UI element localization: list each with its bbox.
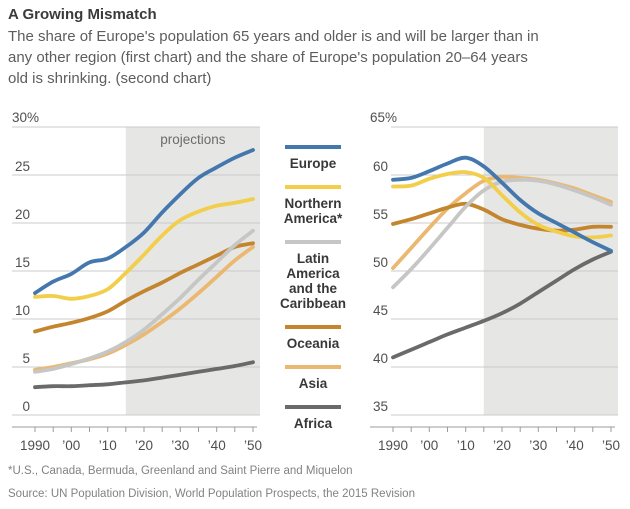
- x-tick-label: ’20: [493, 438, 511, 453]
- series-line-europe: [391, 155, 613, 253]
- series-line-africa: [391, 249, 613, 360]
- series-line-northern-america: [33, 197, 255, 301]
- legend-item-europe: Europe: [270, 145, 356, 171]
- y-tick-label: 25: [15, 159, 30, 174]
- legend-swatch-northern-america: [285, 185, 341, 189]
- legend-item-oceania: Oceania: [270, 325, 356, 351]
- y-tick-label: 55: [373, 207, 388, 222]
- y-axis-top-label: 65%: [370, 110, 397, 125]
- x-tick-label: ’30: [171, 438, 189, 453]
- legend-swatch-asia: [285, 365, 341, 369]
- x-tick-label: ’10: [457, 438, 475, 453]
- x-tick-label: ’50: [602, 438, 620, 453]
- page-subtitle: The share of Europe's population 65 year…: [8, 26, 622, 89]
- subtitle-line-2: any other region (first chart) and the s…: [8, 49, 528, 66]
- chart-share-20-64: 35 40 45 50 55 60 65% 1990 ’00 ’10 ’20 ’30 ’40 ’50: [370, 110, 620, 453]
- x-tick-label: ’20: [135, 438, 153, 453]
- x-tick-label: 1990: [378, 438, 408, 453]
- x-tick-label: 1990: [20, 438, 50, 453]
- legend: Europe Northern America* Latin America and…: [268, 105, 358, 455]
- subtitle-line-3: old is shrinking. (second chart): [8, 70, 212, 87]
- series-line-latin-america-and-the-caribbean: [33, 228, 255, 374]
- x-tick-label: ’00: [62, 438, 80, 453]
- legend-item-latin-america-and-the-caribbean: Latin America and the Caribbean: [270, 240, 356, 311]
- chart-share-65-and-older: projections 0 5 10 15 20 25 30% 1990 ’00 ’10 ’20 ’30…: [12, 110, 262, 453]
- legend-swatch-oceania: [285, 325, 341, 329]
- legend-swatch-africa: [285, 405, 341, 409]
- y-tick-label: 35: [373, 399, 388, 414]
- series-line-northern-america: [391, 170, 613, 240]
- x-tick-label: ’40: [566, 438, 584, 453]
- footnote: *U.S., Canada, Bermuda, Greenland and Sa…: [8, 465, 353, 477]
- legend-item-northern-america: Northern America*: [270, 185, 356, 226]
- x-tick-label: ’00: [420, 438, 438, 453]
- series-line-europe: [33, 148, 255, 295]
- x-tick-label: ’10: [99, 438, 117, 453]
- y-tick-label: 5: [22, 351, 30, 366]
- legend-label: Northern America*: [283, 196, 343, 226]
- legend-label: Latin America and the Caribbean: [279, 251, 347, 311]
- series-line-oceania: [391, 201, 613, 233]
- y-tick-label: 20: [15, 207, 30, 222]
- x-tick-label: ’50: [244, 438, 262, 453]
- legend-swatch-europe: [285, 145, 341, 149]
- projections-label: projections: [160, 132, 226, 147]
- legend-label: Asia: [298, 376, 328, 391]
- legend-label: Oceania: [286, 336, 340, 351]
- x-tick-label: ’30: [529, 438, 547, 453]
- series-line-oceania: [33, 241, 255, 334]
- source-line: Source: UN Population Division, World Po…: [8, 488, 415, 500]
- y-tick-label: 15: [15, 255, 30, 270]
- y-tick-label: 60: [373, 159, 388, 174]
- y-tick-label: 40: [373, 351, 388, 366]
- legend-item-asia: Asia: [270, 365, 356, 391]
- legend-item-africa: Africa: [270, 405, 356, 431]
- page-title: A Growing Mismatch: [8, 6, 157, 23]
- legend-label: Europe: [289, 156, 337, 171]
- footer: *U.S., Canada, Bermuda, Greenland and Sa…: [0, 465, 630, 500]
- y-tick-label: 45: [373, 303, 388, 318]
- y-axis-top-label: 30%: [12, 110, 39, 125]
- x-tick-label: ’40: [208, 438, 226, 453]
- charts-row: projections 0 5 10 15 20 25 30% 1990 ’00 ’10 ’20 ’30…: [0, 105, 630, 455]
- legend-swatch-latin-america-and-the-caribbean: [285, 240, 341, 244]
- series-line-africa: [33, 360, 255, 390]
- legend-label: Africa: [293, 416, 333, 431]
- y-tick-label: 0: [22, 399, 30, 414]
- header: A Growing Mismatch The share of Europe's…: [0, 0, 630, 89]
- subtitle-line-1: The share of Europe's population 65 year…: [8, 28, 539, 45]
- y-tick-label: 50: [373, 255, 388, 270]
- y-tick-label: 10: [15, 303, 30, 318]
